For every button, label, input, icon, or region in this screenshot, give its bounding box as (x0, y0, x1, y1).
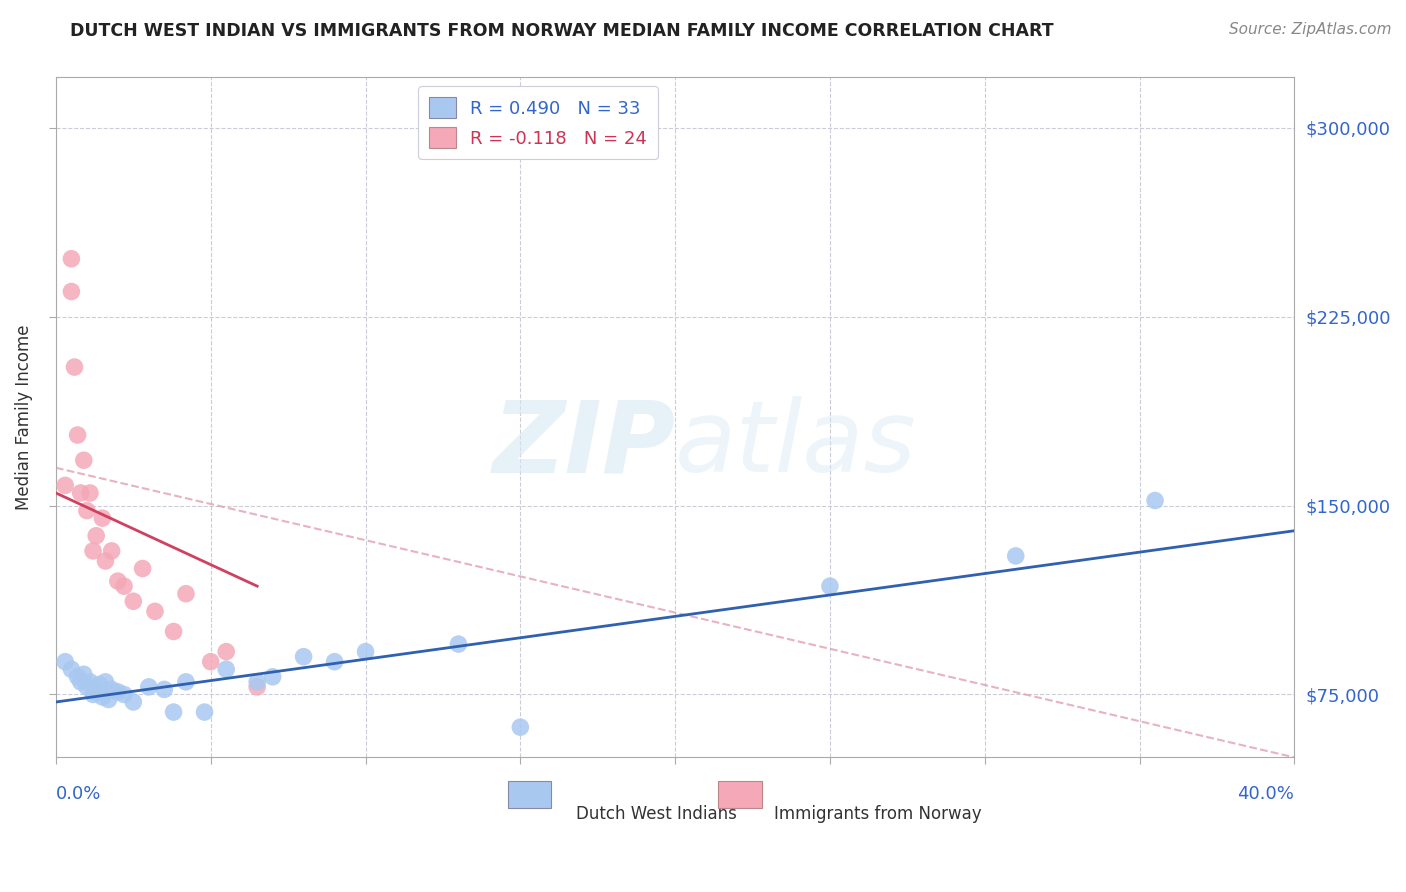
Point (246, 674, 269, 689)
Text: Source: ZipAtlas.com: Source: ZipAtlas.com (1229, 22, 1392, 37)
Point (73, 667, 96, 681)
Point (107, 574, 129, 588)
Point (63, 359, 86, 374)
Text: DUTCH WEST INDIAN VS IMMIGRANTS FROM NORWAY MEDIAN FAMILY INCOME CORRELATION CHA: DUTCH WEST INDIAN VS IMMIGRANTS FROM NOR… (70, 22, 1054, 40)
Text: 40.0%: 40.0% (1237, 785, 1295, 803)
Point (69, 674, 91, 689)
Point (84, 529, 107, 543)
Point (354, 645, 377, 659)
Text: 0.0%: 0.0% (56, 785, 101, 803)
Point (509, 720, 531, 734)
Point (79, 486, 101, 500)
Point (84, 685, 107, 699)
Point (138, 680, 160, 694)
Point (94, 554, 117, 568)
Point (91, 690, 114, 704)
Point (112, 688, 135, 702)
Point (323, 655, 346, 669)
Point (91, 511, 114, 525)
Point (107, 685, 129, 699)
Point (1004, 549, 1026, 563)
Point (73, 453, 96, 467)
Point (246, 680, 269, 694)
Point (215, 645, 238, 659)
Point (153, 682, 176, 697)
Point (193, 705, 215, 719)
FancyBboxPatch shape (508, 781, 551, 808)
Point (818, 579, 841, 593)
Point (60, 252, 83, 266)
Point (53, 655, 76, 669)
FancyBboxPatch shape (718, 781, 762, 808)
Point (143, 604, 166, 618)
Point (66, 670, 89, 684)
Point (292, 649, 315, 664)
Point (82, 688, 104, 702)
Point (122, 594, 145, 608)
Point (66, 428, 89, 442)
Y-axis label: Median Family Income: Median Family Income (15, 325, 32, 510)
Point (447, 637, 470, 651)
Point (162, 624, 184, 639)
Point (174, 674, 197, 689)
Point (76, 680, 98, 694)
Point (215, 662, 238, 676)
Point (97, 692, 120, 706)
Point (100, 544, 122, 558)
Legend: R = 0.490   N = 33, R = -0.118   N = 24: R = 0.490 N = 33, R = -0.118 N = 24 (418, 87, 658, 159)
Point (1144, 493, 1167, 508)
Point (53, 478, 76, 492)
Point (60, 662, 83, 676)
Point (69, 486, 91, 500)
Point (79, 674, 101, 689)
Text: ZIP: ZIP (492, 396, 675, 493)
Point (122, 695, 145, 709)
Text: Immigrants from Norway: Immigrants from Norway (775, 805, 981, 823)
Point (94, 674, 117, 689)
Point (100, 682, 122, 697)
Point (162, 705, 184, 719)
Point (60, 285, 83, 299)
Text: atlas: atlas (675, 396, 917, 493)
Point (200, 655, 222, 669)
Point (82, 544, 104, 558)
Point (262, 670, 284, 684)
Text: Dutch West Indians: Dutch West Indians (576, 805, 737, 823)
Point (89, 677, 111, 691)
Point (76, 503, 98, 517)
Point (131, 561, 153, 575)
Point (174, 587, 197, 601)
Point (112, 579, 135, 593)
